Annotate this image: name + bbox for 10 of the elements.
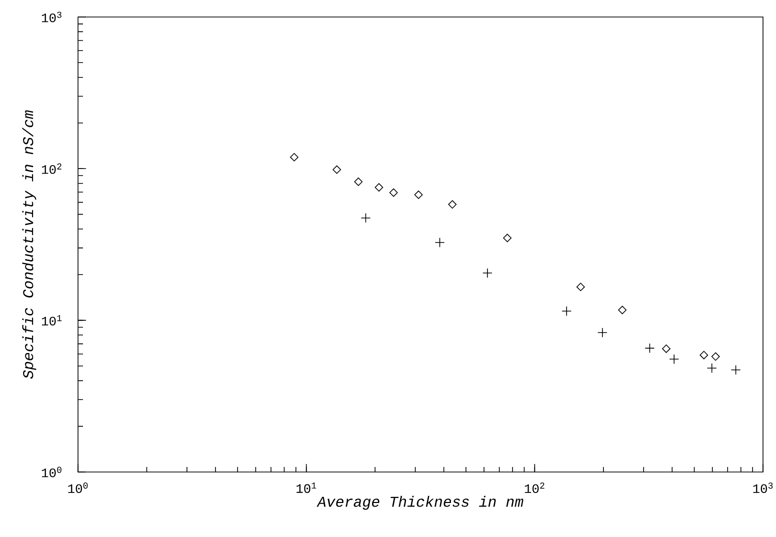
x-tick-label: 10$^{0}$ [68, 482, 88, 494]
y-tick-label: 10$^{3}$ [42, 12, 62, 22]
x-tick-label: 10$^{1}$ [296, 482, 316, 493]
x-tick-label: 10$^{3}$ [753, 482, 773, 494]
y-tick-label: 10$^{1}$ [42, 315, 62, 326]
x-axis-title: Average Thickness in nm [316, 496, 524, 510]
y-axis-title: Specific Conductivity in nS/cm [22, 110, 36, 379]
y-tick-label: 10$^{0}$ [42, 466, 62, 478]
x-tick-label: 10$^{2}$ [524, 482, 544, 494]
y-tick-label: 10$^{2}$ [42, 163, 62, 174]
